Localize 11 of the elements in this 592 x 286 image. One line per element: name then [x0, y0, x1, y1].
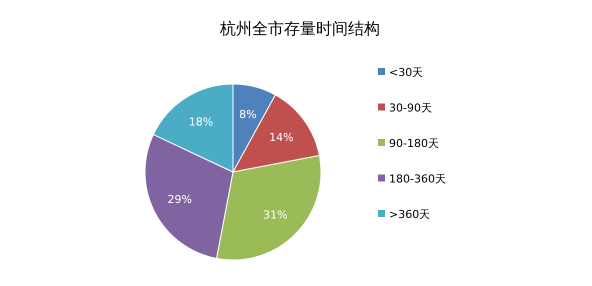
legend-label: <30天 [389, 66, 424, 79]
legend-label: 90-180天 [389, 137, 439, 150]
data-label: 31% [263, 208, 288, 222]
data-label: 14% [269, 130, 294, 144]
data-label: 8% [239, 108, 257, 122]
data-label: 29% [167, 193, 192, 206]
legend-label: 30-90天 [389, 102, 432, 114]
data-label: 18% [188, 115, 214, 128]
chart-title: 杭州全市存量时间结构 [219, 19, 380, 38]
legend-label: >360天 [389, 208, 430, 221]
legend-label: 180-360天 [389, 172, 446, 186]
